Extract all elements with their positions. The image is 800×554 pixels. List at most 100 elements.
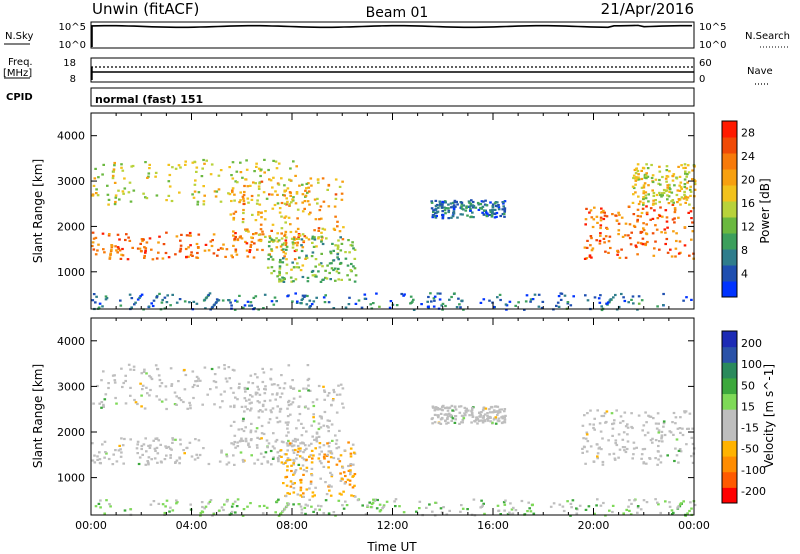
data-cell	[591, 247, 595, 250]
data-cell	[307, 190, 311, 193]
freq-tick-top: 18	[63, 58, 76, 69]
data-cell	[148, 446, 152, 449]
data-cell	[241, 221, 245, 224]
data-cell	[167, 445, 170, 449]
data-cell	[492, 305, 496, 309]
data-cell	[477, 208, 481, 211]
data-cell	[298, 389, 301, 392]
data-cell	[481, 409, 485, 412]
data-cell	[681, 427, 684, 430]
data-cell	[216, 254, 219, 257]
data-cell	[289, 386, 293, 389]
data-cell	[310, 467, 314, 470]
data-cell	[170, 383, 174, 386]
data-cell	[449, 202, 453, 205]
data-cell	[225, 453, 228, 456]
data-cell	[291, 401, 295, 404]
data-cell	[124, 374, 127, 377]
data-cell	[286, 444, 289, 447]
data-cell	[326, 442, 329, 445]
data-cell	[148, 394, 151, 397]
data-cell	[230, 199, 233, 203]
data-cell	[194, 179, 197, 182]
data-cell	[342, 471, 346, 474]
data-cell	[685, 296, 688, 299]
data-cell	[209, 240, 213, 243]
data-cell	[216, 299, 220, 302]
data-cell	[482, 415, 485, 418]
data-cell	[444, 201, 447, 204]
data-cell	[271, 223, 275, 226]
data-cell	[307, 384, 310, 387]
data-cell	[437, 206, 440, 209]
data-cell	[668, 430, 672, 433]
data-cell	[395, 304, 399, 307]
data-cell	[389, 300, 393, 303]
data-cell	[459, 405, 463, 408]
data-cell	[352, 463, 355, 466]
x-tick-label: 00:00	[678, 519, 710, 532]
data-cell	[179, 239, 182, 242]
data-cell	[496, 296, 499, 299]
data-cell	[279, 258, 282, 262]
data-cell	[278, 455, 281, 458]
data-cell	[223, 503, 226, 506]
data-cell	[144, 251, 147, 254]
data-cell	[690, 217, 693, 220]
data-cell	[305, 466, 309, 469]
data-cell	[656, 217, 660, 220]
data-cell	[155, 296, 159, 299]
data-cell	[495, 410, 499, 413]
data-cell	[124, 379, 127, 383]
data-cell	[327, 450, 331, 453]
data-cell	[143, 407, 147, 410]
data-cell	[329, 494, 333, 497]
data-cell	[675, 239, 678, 243]
data-cell	[184, 247, 188, 251]
data-cell	[196, 203, 199, 206]
data-cell	[480, 411, 483, 414]
data-cell	[334, 267, 337, 270]
data-cell	[347, 239, 350, 242]
data-cell	[613, 457, 617, 460]
data-cell	[95, 192, 98, 195]
data-cell	[651, 189, 654, 192]
data-cell	[328, 271, 331, 275]
data-cell	[265, 506, 269, 509]
data-cell	[460, 207, 464, 210]
data-cell	[252, 256, 256, 259]
data-cell	[169, 454, 172, 457]
data-cell	[291, 246, 295, 249]
data-cell	[486, 212, 489, 215]
data-cell	[691, 230, 695, 233]
data-cell	[150, 302, 153, 305]
data-cell	[617, 233, 620, 236]
data-cell	[327, 183, 331, 187]
data-cell	[313, 198, 317, 201]
data-cell	[445, 422, 448, 425]
data-cell	[660, 437, 663, 440]
data-cell	[662, 188, 666, 192]
data-cell	[285, 434, 288, 437]
data-cell	[294, 448, 297, 452]
data-cell	[613, 458, 617, 461]
data-cell	[313, 494, 316, 497]
data-cell	[189, 234, 192, 237]
data-cell	[628, 509, 631, 512]
data-cell	[666, 454, 669, 457]
data-cell	[230, 254, 233, 257]
data-cell	[334, 178, 338, 181]
data-cell	[666, 186, 669, 189]
data-cell	[144, 161, 147, 164]
data-cell	[295, 237, 298, 240]
y-tick-label: 4000	[57, 130, 85, 143]
data-cell	[351, 241, 354, 244]
data-cell	[233, 308, 237, 311]
colorbar-tick-label: 16	[741, 197, 755, 210]
data-cell	[236, 300, 239, 303]
data-cell	[308, 389, 312, 392]
data-cell	[656, 501, 659, 504]
data-cell	[295, 301, 299, 304]
data-cell	[690, 436, 694, 439]
data-cell	[434, 199, 438, 202]
